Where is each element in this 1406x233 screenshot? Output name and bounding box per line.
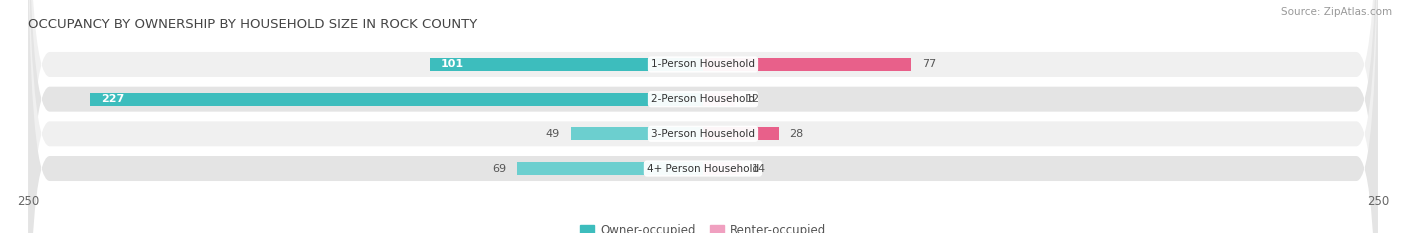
Bar (517, 162, 703, 175)
Text: 49: 49 (546, 129, 560, 139)
Legend: Owner-occupied, Renter-occupied: Owner-occupied, Renter-occupied (575, 219, 831, 233)
Bar (703, 127, 779, 140)
Text: 2-Person Household: 2-Person Household (651, 94, 755, 104)
FancyBboxPatch shape (28, 0, 1378, 233)
Bar (703, 162, 741, 175)
FancyBboxPatch shape (28, 0, 1378, 233)
Bar (571, 127, 703, 140)
Text: 227: 227 (101, 94, 124, 104)
Text: OCCUPANCY BY OWNERSHIP BY HOUSEHOLD SIZE IN ROCK COUNTY: OCCUPANCY BY OWNERSHIP BY HOUSEHOLD SIZE… (28, 18, 478, 31)
Text: 3-Person Household: 3-Person Household (651, 129, 755, 139)
Text: Source: ZipAtlas.com: Source: ZipAtlas.com (1281, 7, 1392, 17)
FancyBboxPatch shape (28, 0, 1378, 233)
Text: 12: 12 (747, 94, 761, 104)
Bar (703, 93, 735, 106)
Text: 77: 77 (922, 59, 936, 69)
Text: 69: 69 (492, 164, 506, 174)
Text: 4+ Person Household: 4+ Person Household (647, 164, 759, 174)
Bar (90, 93, 703, 106)
Text: 14: 14 (752, 164, 766, 174)
Text: 1-Person Household: 1-Person Household (651, 59, 755, 69)
Text: 101: 101 (441, 59, 464, 69)
Bar (703, 58, 911, 71)
Text: 28: 28 (789, 129, 804, 139)
FancyBboxPatch shape (28, 0, 1378, 233)
Bar (430, 58, 703, 71)
